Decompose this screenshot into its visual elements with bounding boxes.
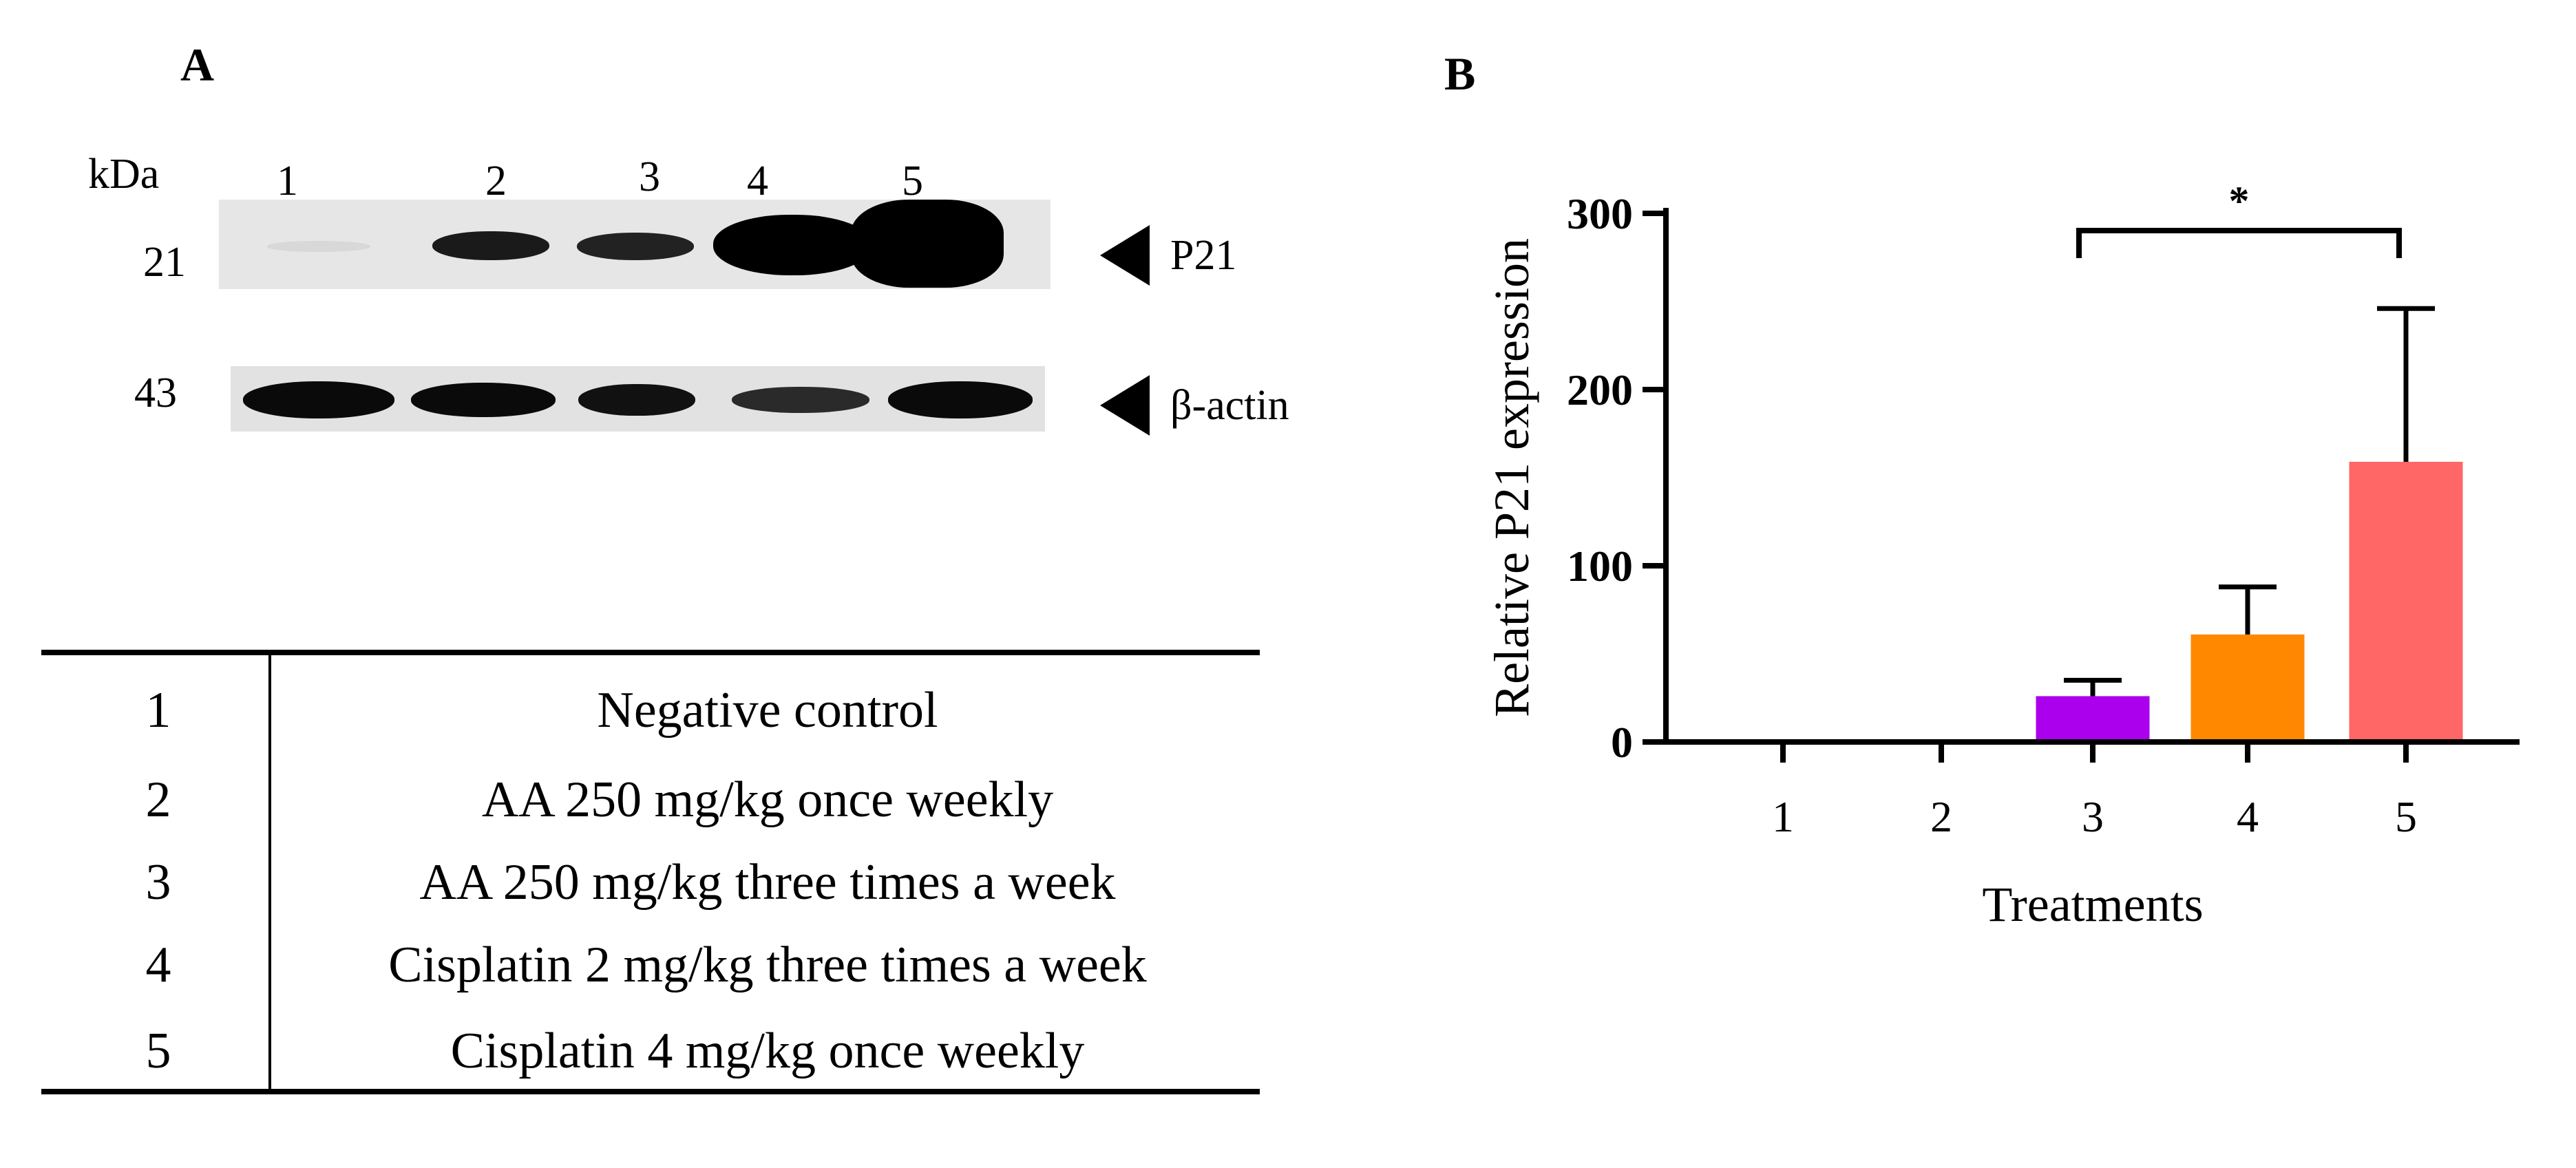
actin-band-lane-4 <box>732 387 869 413</box>
x-tick-label-5: 5 <box>2395 792 2417 841</box>
x-tick-label-1: 1 <box>1772 792 1794 841</box>
bar-5 <box>2349 461 2463 742</box>
actin-band-lane-5 <box>888 381 1033 418</box>
lane-label-3: 3 <box>639 153 660 200</box>
y-tick-label-100: 100 <box>1567 542 1633 591</box>
lane-label-1: 1 <box>277 158 298 204</box>
panel-b-label: B <box>1444 47 1476 100</box>
p21-marker-kda: 21 <box>143 239 186 286</box>
table-row-num-2: 2 <box>145 772 171 828</box>
p21-arrow-icon <box>1100 225 1150 286</box>
x-tick-label-2: 2 <box>1930 792 1952 841</box>
p21-band-lane-2 <box>432 231 549 260</box>
table-row-text-4: Cisplatin 2 mg/kg three times a week <box>388 937 1147 993</box>
p21-band-lane-3 <box>577 233 694 260</box>
y-tick-label-300: 300 <box>1567 189 1633 238</box>
actin-band-lane-2 <box>411 383 556 417</box>
panel-a-label: A <box>180 39 215 91</box>
y-axis-title: Relative P21 expression <box>1484 238 1539 717</box>
p21-band-lane-1 <box>267 241 370 252</box>
table-row-text-5: Cisplatin 4 mg/kg once weekly <box>450 1023 1085 1079</box>
table-row-text-1: Negative control <box>597 682 938 739</box>
actin-blot <box>231 366 1045 432</box>
x-axis-title: Treatments <box>1982 877 2203 932</box>
p21-band-lane-4 <box>713 215 872 275</box>
kda-label: kDa <box>88 151 160 198</box>
table-row-num-1: 1 <box>145 682 171 739</box>
p21-blot <box>219 200 1051 289</box>
significance-bracket <box>2076 228 2402 258</box>
table-column-divider <box>268 652 271 1092</box>
y-tick-label-200: 200 <box>1567 365 1633 414</box>
actin-band-lane-1 <box>243 381 394 418</box>
lane-label-2: 2 <box>485 158 507 204</box>
x-tick-label-4: 4 <box>2237 792 2259 841</box>
table-top-rule <box>41 650 1260 655</box>
significance-label: * <box>2229 178 2250 224</box>
bar-3 <box>2036 696 2150 742</box>
table-row-text-2: AA 250 mg/kg once weekly <box>481 772 1054 828</box>
x-tick-label-3: 3 <box>2082 792 2104 841</box>
actin-band-lane-3 <box>578 384 695 416</box>
table-row-num-4: 4 <box>145 937 171 993</box>
actin-marker-kda: 43 <box>134 370 177 416</box>
table-row-text-3: AA 250 mg/kg three times a week <box>419 854 1116 911</box>
table-row-num-3: 3 <box>145 854 171 911</box>
lane-label-4: 4 <box>747 158 768 204</box>
table-bottom-rule <box>41 1089 1260 1094</box>
p21-band-label: P21 <box>1170 232 1237 279</box>
actin-arrow-icon <box>1100 375 1150 436</box>
table-row-num-5: 5 <box>145 1023 171 1079</box>
actin-band-label: β-actin <box>1170 382 1289 429</box>
y-tick-label-0: 0 <box>1611 718 1633 767</box>
p21-band-lane-5 <box>851 200 1004 288</box>
bar-4 <box>2190 634 2305 742</box>
lane-label-5: 5 <box>902 158 923 204</box>
